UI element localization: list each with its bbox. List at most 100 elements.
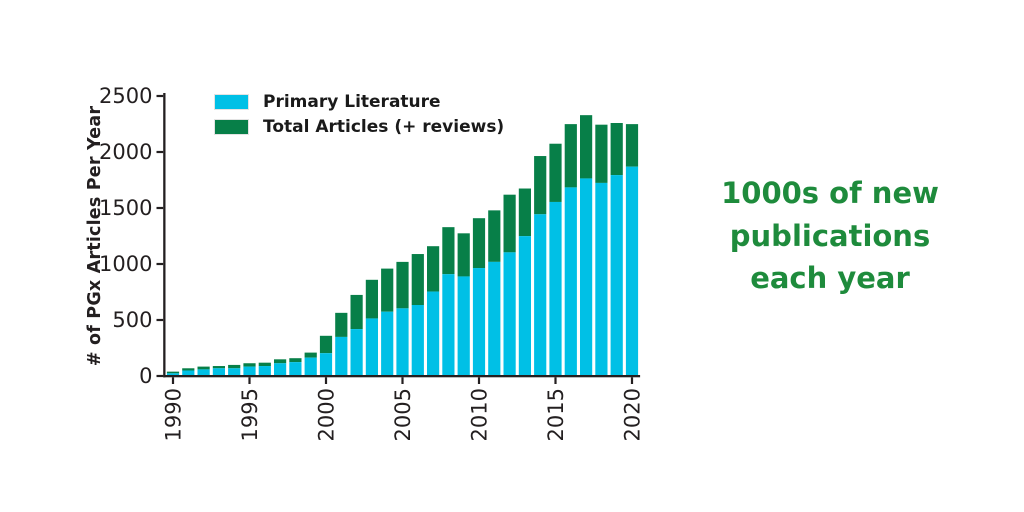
bar-primary-2014 — [534, 214, 547, 375]
bar-primary-2008 — [442, 274, 455, 375]
x-tick-2000 — [324, 377, 328, 384]
bar-primary-2017 — [580, 178, 593, 375]
y-axis-spine — [163, 93, 166, 378]
bar-total-1999 — [304, 352, 317, 358]
bar-primary-2013 — [518, 236, 531, 375]
bar-total-1991 — [182, 368, 195, 371]
bar-primary-1999 — [304, 357, 317, 375]
y-tick-500 — [156, 318, 164, 322]
y-tick-label-0: 0 — [139, 364, 152, 388]
x-tick-1990 — [171, 377, 175, 384]
x-tick-2005 — [401, 377, 404, 384]
y-tick-label-1000: 1000 — [99, 252, 152, 276]
bar-total-2009 — [457, 233, 470, 277]
x-tick-label-2015: 2015 — [544, 388, 568, 441]
bar-total-2011 — [488, 210, 501, 262]
bar-total-2016 — [564, 124, 577, 188]
bar-primary-2012 — [503, 252, 516, 375]
legend-swatch-primary-icon — [214, 93, 249, 110]
bar-primary-2020 — [625, 166, 639, 375]
bar-total-2012 — [503, 194, 516, 253]
bar-primary-1998 — [289, 362, 302, 375]
x-axis-spine — [163, 375, 641, 378]
bar-total-2002 — [350, 294, 363, 330]
y-tick-label-2500: 2500 — [99, 84, 152, 108]
x-tick-label-2005: 2005 — [391, 388, 415, 441]
bar-total-2019 — [610, 123, 623, 176]
bar-total-2008 — [442, 227, 455, 275]
bar-primary-2009 — [457, 276, 470, 375]
bar-primary-2001 — [335, 336, 348, 375]
bar-primary-2015 — [549, 201, 562, 375]
bar-total-2005 — [396, 261, 409, 309]
legend-row-total: Total Articles (+ reviews) — [214, 114, 505, 139]
x-tick-label-1995: 1995 — [238, 388, 262, 441]
bar-total-1990 — [166, 371, 180, 374]
bar-total-1997 — [274, 359, 287, 364]
bar-total-2007 — [427, 246, 440, 292]
x-tick-2010 — [477, 377, 481, 384]
legend-label-total: Total Articles (+ reviews) — [263, 116, 505, 137]
bar-total-2010 — [472, 218, 486, 269]
bar-total-2013 — [518, 188, 531, 237]
bar-total-2018 — [595, 124, 608, 183]
y-tick-label-1500: 1500 — [99, 196, 152, 220]
y-axis-label: # of PGx Articles Per Year — [85, 105, 105, 367]
chart-legend: Primary Literature Total Articles (+ rev… — [214, 89, 505, 139]
bar-primary-2019 — [610, 175, 623, 375]
bar-total-1996 — [258, 362, 271, 367]
bar-primary-2018 — [595, 182, 608, 375]
bar-primary-1993 — [212, 368, 225, 375]
bar-total-2020 — [625, 124, 639, 167]
bar-total-2014 — [534, 156, 547, 215]
x-tick-label-1990: 1990 — [162, 388, 186, 441]
bar-total-1998 — [289, 358, 302, 363]
x-tick-label-2010: 2010 — [468, 388, 492, 441]
bar-total-2006 — [411, 254, 424, 305]
bar-total-2015 — [549, 143, 562, 202]
bar-total-1994 — [228, 364, 241, 369]
bar-total-2003 — [365, 279, 378, 319]
y-tick-0 — [156, 374, 164, 378]
legend-row-primary: Primary Literature — [214, 89, 504, 114]
bar-primary-1991 — [182, 370, 195, 375]
bar-primary-1996 — [258, 366, 271, 375]
y-tick-2000 — [156, 150, 164, 154]
bar-total-1993 — [212, 366, 225, 369]
bar-primary-1997 — [274, 363, 287, 375]
bar-primary-2002 — [350, 329, 363, 375]
bar-primary-1990 — [166, 373, 180, 375]
x-tick-1995 — [248, 377, 251, 384]
bar-total-2001 — [335, 312, 348, 337]
x-tick-2015 — [554, 377, 557, 384]
bar-primary-2005 — [396, 308, 409, 375]
headline-text: 1000s of new publications each year — [721, 176, 939, 296]
legend-swatch-total-icon — [214, 118, 249, 135]
bar-primary-2016 — [564, 187, 577, 375]
bar-primary-1994 — [228, 368, 241, 375]
bar-total-2000 — [319, 335, 333, 354]
bar-primary-2010 — [472, 268, 486, 375]
legend-label-primary: Primary Literature — [263, 91, 441, 112]
bar-total-2004 — [381, 268, 394, 312]
y-tick-1500 — [156, 206, 164, 210]
y-tick-1000 — [156, 262, 164, 266]
bar-primary-2004 — [381, 311, 394, 375]
bar-primary-2007 — [427, 291, 440, 375]
bar-primary-2011 — [488, 261, 501, 375]
bar-primary-1992 — [197, 369, 210, 375]
bar-primary-2000 — [319, 353, 333, 375]
bar-total-2017 — [580, 115, 593, 179]
x-tick-label-2000: 2000 — [315, 388, 339, 441]
bar-total-1992 — [197, 366, 210, 370]
x-tick-label-2020: 2020 — [621, 388, 645, 441]
bar-primary-1995 — [243, 366, 256, 375]
x-tick-2020 — [630, 377, 634, 384]
y-tick-2500 — [156, 94, 164, 98]
bar-primary-2006 — [411, 305, 424, 375]
y-tick-label-2000: 2000 — [99, 140, 152, 164]
bar-total-1995 — [243, 363, 256, 367]
y-tick-label-500: 500 — [112, 308, 152, 332]
